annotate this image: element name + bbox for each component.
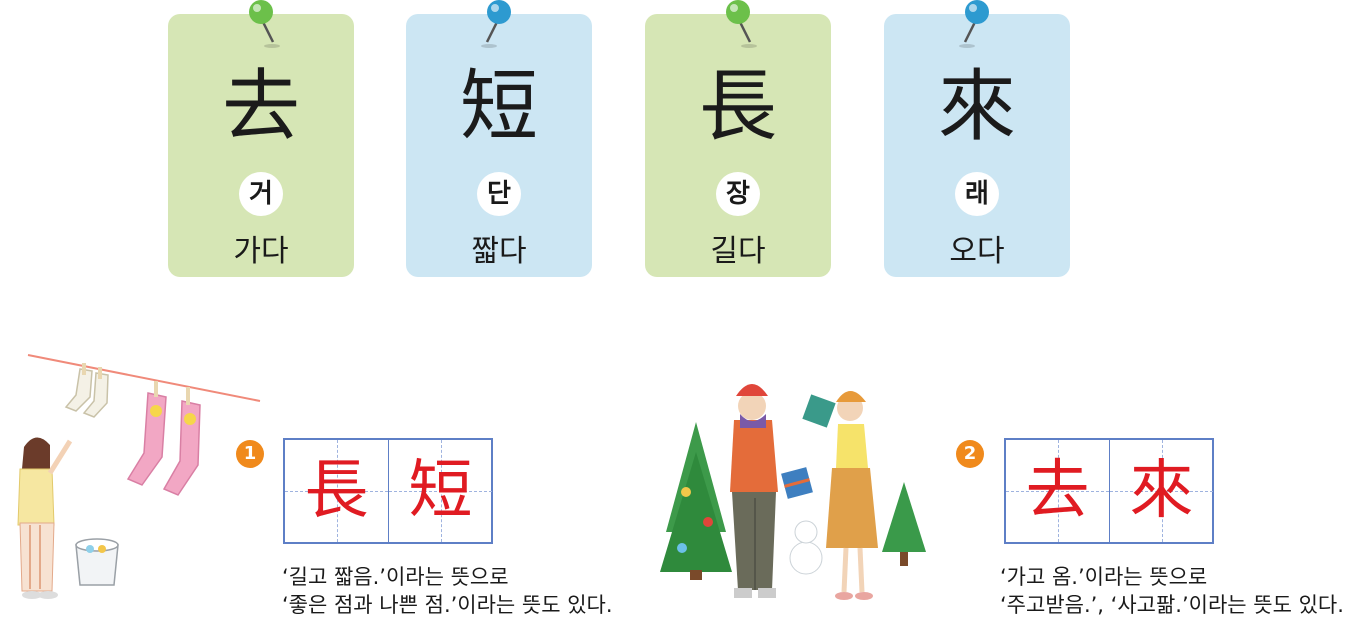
hanja-meaning: 짧다: [471, 234, 527, 269]
hanja-meaning: 가다: [233, 234, 289, 269]
description-line: ‘길고 짧음.’이라는 뜻으로: [282, 565, 509, 589]
description-line: ‘가고 옴.’이라는 뜻으로: [1000, 565, 1208, 589]
hanja-reading: 래: [955, 172, 999, 216]
hanja-reading: 장: [716, 172, 760, 216]
grid-cell: 長: [285, 440, 389, 542]
hanja-reading: 거: [239, 172, 283, 216]
number-badge: 2: [956, 440, 984, 468]
hanja-meaning: 오다: [949, 234, 1005, 269]
hanja-card-jang: 長 장 길다: [645, 0, 831, 277]
hanja-reading: 단: [477, 172, 521, 216]
example-character: 短: [408, 454, 473, 528]
hanja-card-rae: 來 래 오다: [884, 0, 1070, 277]
example-character: 長: [304, 454, 369, 528]
example-character: 去: [1025, 454, 1090, 528]
winter-couple-illustration: [660, 384, 926, 600]
pushpin-icon: [726, 0, 757, 48]
grid-cell: 短: [389, 440, 492, 542]
hanja-character: 去: [221, 62, 300, 152]
hanja-character: 短: [459, 62, 538, 152]
hanja-character: 來: [937, 62, 1016, 152]
hanja-card-geo: 去 거 가다: [168, 0, 354, 277]
writing-grid: 長 短: [283, 438, 493, 544]
laundry-girl-illustration: [17, 354, 261, 599]
pushpin-icon: [249, 0, 280, 48]
example-description: ‘가고 옴.’이라는 뜻으로 ‘주고받음.’, ‘사고팖.’이라는 뜻도 있다.: [1000, 563, 1344, 619]
pushpin-icon: [481, 0, 511, 48]
grid-cell: 來: [1110, 440, 1213, 542]
pushpin-icon: [959, 0, 989, 48]
description-line: ‘좋은 점과 나쁜 점.’이라는 뜻도 있다.: [282, 593, 613, 617]
number-badge: 1: [236, 440, 264, 468]
writing-grid: 去 來: [1004, 438, 1214, 544]
hanja-character: 長: [698, 62, 777, 152]
example-description: ‘길고 짧음.’이라는 뜻으로 ‘좋은 점과 나쁜 점.’이라는 뜻도 있다.: [282, 563, 613, 619]
example-character: 來: [1129, 454, 1194, 528]
hanja-meaning: 길다: [710, 234, 766, 269]
hanja-card-dan: 短 단 짧다: [406, 0, 592, 277]
grid-cell: 去: [1006, 440, 1110, 542]
description-line: ‘주고받음.’, ‘사고팖.’이라는 뜻도 있다.: [1000, 593, 1344, 617]
